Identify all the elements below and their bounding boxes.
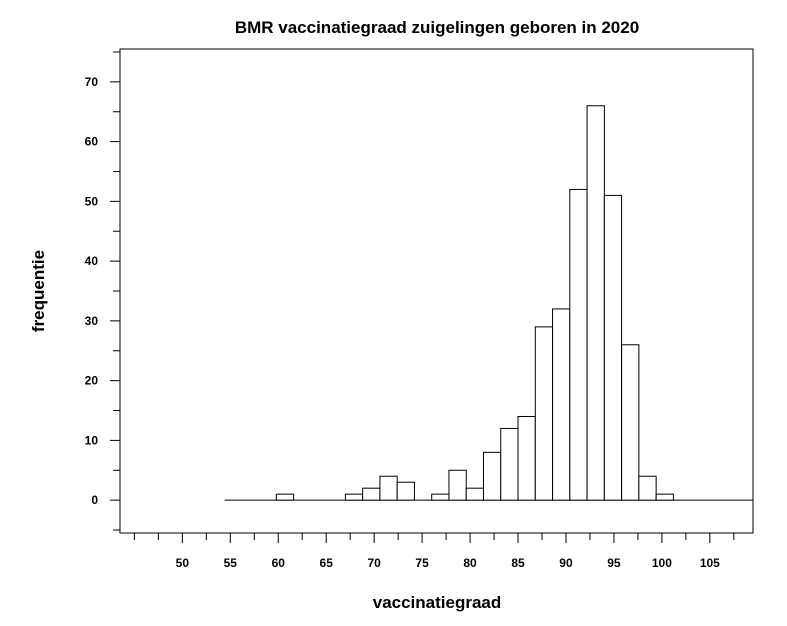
x-tick-label: 105 <box>700 556 720 570</box>
histogram-bar <box>448 469 467 501</box>
histogram-bar <box>362 487 381 501</box>
y-tick-label: 60 <box>85 135 99 149</box>
x-tick-label: 90 <box>559 556 573 570</box>
y-axis: 0 10 20 30 40 50 60 70 <box>85 51 120 531</box>
histogram-bar <box>603 194 623 501</box>
y-tick-label: 40 <box>85 254 99 268</box>
y-tick-label: 30 <box>85 314 99 328</box>
y-axis-label: frequentie <box>29 250 48 332</box>
x-tick-label: 65 <box>320 556 334 570</box>
x-tick-label: 50 <box>176 556 190 570</box>
histogram-bar <box>569 188 588 501</box>
histogram-bar <box>621 344 640 501</box>
y-tick-label: 50 <box>85 194 99 208</box>
x-tick-label: 75 <box>415 556 429 570</box>
histogram-bar <box>655 493 674 501</box>
histogram-bars <box>224 105 753 501</box>
x-axis: 50 55 60 65 70 75 80 85 90 95 100 105 <box>133 533 735 570</box>
histogram-bar <box>275 493 295 501</box>
histogram-bar <box>431 493 450 501</box>
x-tick-label: 70 <box>367 556 381 570</box>
x-tick-label: 55 <box>224 556 238 570</box>
histogram-bar <box>344 493 364 501</box>
x-axis-label: vaccinatiegraad <box>373 593 502 612</box>
histogram-bar <box>500 427 519 501</box>
histogram-bar <box>638 475 657 501</box>
histogram-bar <box>482 451 502 501</box>
x-tick-label: 85 <box>511 556 525 570</box>
x-tick-label: 60 <box>272 556 286 570</box>
y-tick-label: 0 <box>91 493 98 507</box>
plot-frame <box>119 48 754 534</box>
histogram-bar <box>465 487 484 501</box>
x-tick-label: 100 <box>652 556 672 570</box>
histogram-bar <box>552 308 571 501</box>
y-tick-label: 70 <box>85 75 99 89</box>
histogram-bar <box>586 105 605 501</box>
x-tick-label: 80 <box>463 556 477 570</box>
histogram-bar <box>534 326 554 501</box>
histogram-bar <box>517 415 536 501</box>
y-tick-label: 10 <box>85 433 99 447</box>
x-tick-label: 95 <box>607 556 621 570</box>
histogram-bar <box>379 475 398 501</box>
y-tick-label: 20 <box>85 374 99 388</box>
chart-title: BMR vaccinatiegraad zuigelingen geboren … <box>235 18 639 37</box>
histogram-bar <box>396 481 415 501</box>
